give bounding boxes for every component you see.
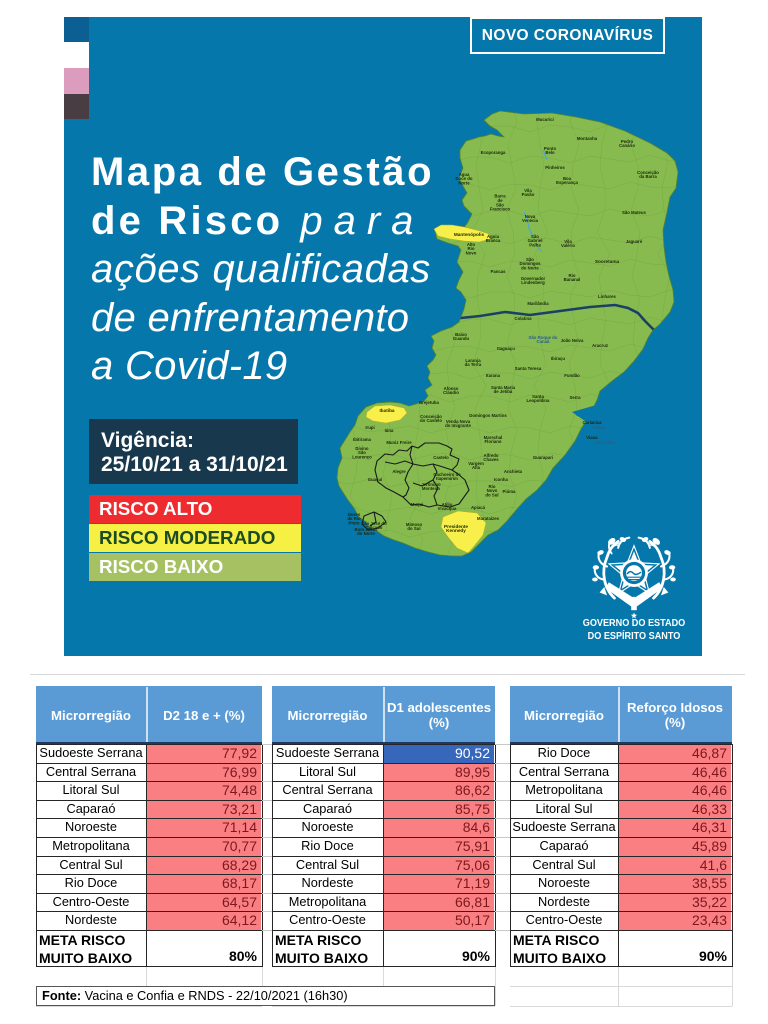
svg-text:Ecoporanga: Ecoporanga	[481, 150, 506, 155]
svg-text:João Neiva: João Neiva	[561, 338, 584, 343]
svg-text:Colatina: Colatina	[515, 316, 533, 321]
svg-text:Domingos Martins: Domingos Martins	[469, 413, 507, 418]
svg-text:Serra: Serra	[570, 395, 582, 400]
svg-text:Piúma: Piúma	[503, 489, 517, 494]
svg-text:Cariacica: Cariacica	[582, 420, 602, 425]
svg-text:Itaguaçu: Itaguaçu	[497, 346, 515, 351]
svg-text:Marilândia: Marilândia	[527, 301, 549, 306]
svg-text:Linhares: Linhares	[598, 294, 617, 299]
svg-text:Ibiraçu: Ibiraçu	[551, 356, 565, 361]
svg-text:Castelo: Castelo	[433, 455, 449, 460]
svg-text:Pinheiros: Pinheiros	[545, 165, 565, 170]
svg-text:Marataízes: Marataízes	[477, 516, 500, 521]
svg-text:Iconha: Iconha	[494, 477, 508, 482]
svg-text:Fundão: Fundão	[564, 373, 580, 378]
svg-text:Pancas: Pancas	[490, 269, 506, 274]
svg-text:Aracruz: Aracruz	[592, 343, 608, 348]
svg-text:Muniz Freire: Muniz Freire	[386, 440, 412, 445]
svg-text:Irupi: Irupi	[365, 425, 374, 430]
svg-text:Iúna: Iúna	[385, 428, 394, 433]
svg-text:Vila Velha: Vila Velha	[595, 440, 616, 445]
svg-text:Guaçuí: Guaçuí	[368, 477, 383, 482]
svg-text:Anchieta: Anchieta	[504, 469, 523, 474]
svg-text:Sooretama: Sooretama	[595, 259, 620, 264]
svg-text:Mantenópolis: Mantenópolis	[454, 232, 485, 237]
svg-text:Guarapari: Guarapari	[533, 455, 553, 460]
svg-text:Muqui: Muqui	[411, 502, 424, 507]
svg-text:Montanha: Montanha	[577, 136, 598, 141]
svg-text:Itarana: Itarana	[486, 373, 501, 378]
svg-text:Vitória: Vitória	[592, 425, 606, 430]
svg-text:Ibitirama: Ibitirama	[353, 437, 372, 442]
svg-text:Viana: Viana	[586, 435, 598, 440]
svg-text:Mucurici: Mucurici	[536, 117, 554, 122]
svg-text:São Mateus: São Mateus	[622, 210, 646, 215]
svg-text:Jaguaré: Jaguaré	[626, 239, 643, 244]
svg-text:Ibatiba: Ibatiba	[379, 408, 394, 413]
svg-text:Alegre: Alegre	[392, 469, 406, 474]
svg-text:Apiacá: Apiacá	[471, 505, 486, 510]
svg-text:Brejetuba: Brejetuba	[419, 400, 439, 405]
svg-text:Santa Teresa: Santa Teresa	[515, 366, 542, 371]
